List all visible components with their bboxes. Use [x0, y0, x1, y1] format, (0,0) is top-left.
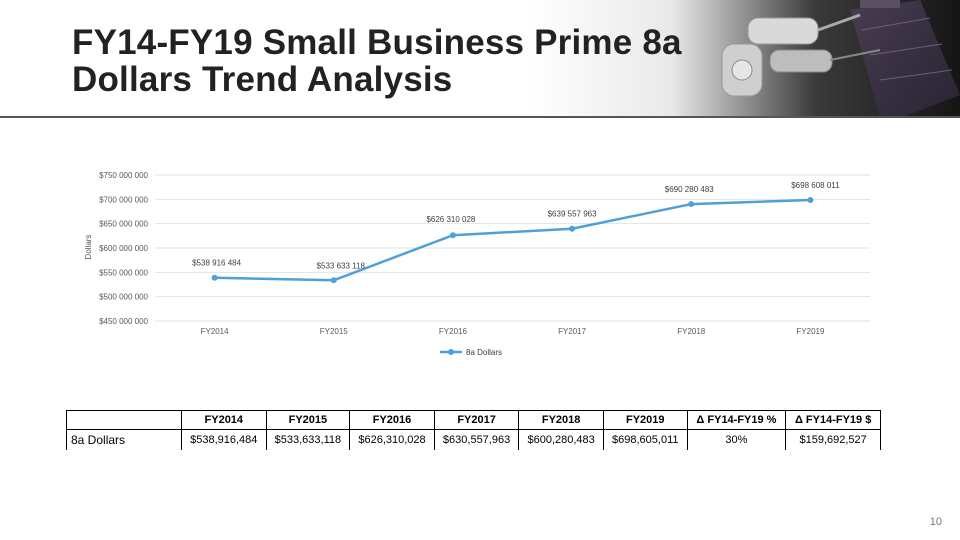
x-tick-label: FY2014 — [201, 327, 230, 336]
table-header-fy2016: FY2016 — [349, 410, 435, 430]
table-header-fy2014: FY2014 — [181, 410, 267, 430]
data-label: $639 557 963 — [548, 210, 597, 219]
x-tick-label: FY2016 — [439, 327, 468, 336]
data-label: $626 310 028 — [426, 215, 475, 224]
table-row-label: 8a Dollars — [66, 429, 182, 450]
table-cell: $626,310,028 — [349, 429, 435, 450]
title-banner: FY14-FY19 Small Business Prime 8a Dollar… — [0, 0, 960, 118]
banner-divider — [0, 116, 960, 118]
y-axis-label: Dollars — [84, 235, 93, 260]
table-header-delta-dollars: Δ FY14-FY19 $ — [785, 410, 881, 430]
table-cell: 30% — [686, 429, 786, 450]
table-cell: $698,605,011 — [602, 429, 688, 450]
table-header-fy2015: FY2015 — [265, 410, 350, 430]
data-point — [807, 197, 814, 204]
x-tick-label: FY2017 — [558, 327, 587, 336]
y-tick-label: $500 000 000 — [99, 293, 148, 302]
table-cell: $600,280,483 — [518, 429, 604, 450]
table-row: 8a Dollars $538,916,484 $533,633,118 $62… — [66, 429, 881, 450]
table-header-delta-pct: Δ FY14-FY19 % — [686, 410, 786, 430]
line-chart: $450 000 000 $500 000 000 $550 000 000 $600… — [84, 171, 870, 357]
y-tick-label: $450 000 000 — [99, 317, 148, 326]
data-point — [688, 201, 695, 208]
data-point — [449, 232, 456, 239]
title-line-1: FY14-FY19 Small Business Prime 8a — [72, 23, 682, 62]
x-tick-label: FY2019 — [796, 327, 825, 336]
data-point — [211, 274, 218, 281]
series-line-8a-dollars — [214, 198, 811, 282]
y-tick-label: $750 000 000 — [99, 171, 148, 180]
table-cell: $159,692,527 — [785, 429, 881, 450]
table-cell: $533,633,118 — [265, 429, 350, 450]
y-tick-label: $550 000 000 — [99, 268, 148, 277]
space-station-illustration — [721, 0, 960, 118]
data-point — [569, 225, 576, 232]
data-point — [330, 277, 337, 284]
table-header-row: FY2014 FY2015 FY2016 FY2017 FY2018 FY201… — [66, 410, 881, 430]
data-label: $533 633 118 — [317, 261, 366, 270]
table-header-fy2019: FY2019 — [602, 410, 688, 430]
y-tick-label: $600 000 000 — [99, 244, 148, 253]
data-table: FY2014 FY2015 FY2016 FY2017 FY2018 FY201… — [66, 410, 881, 450]
table-header-fy2017: FY2017 — [433, 410, 519, 430]
table-header-fy2018: FY2018 — [518, 410, 604, 430]
data-label: $698 608 011 — [791, 181, 840, 190]
slide-title: FY14-FY19 Small Business Prime 8a Dollar… — [72, 24, 682, 98]
legend-label: 8a Dollars — [466, 348, 502, 357]
x-tick-label: FY2018 — [677, 327, 706, 336]
y-tick-label: $650 000 000 — [99, 220, 148, 229]
table-header-blank — [66, 410, 182, 430]
x-tick-label: FY2015 — [320, 327, 349, 336]
page-number: 10 — [929, 516, 942, 528]
table-cell: $538,916,484 — [181, 429, 267, 450]
data-label: $690 280 483 — [665, 185, 714, 194]
y-tick-label: $700 000 000 — [99, 195, 148, 204]
title-line-2: Dollars Trend Analysis — [72, 60, 453, 99]
legend-marker — [448, 349, 454, 355]
table-cell: $630,557,963 — [433, 429, 519, 450]
data-label: $538 916 484 — [192, 259, 241, 268]
